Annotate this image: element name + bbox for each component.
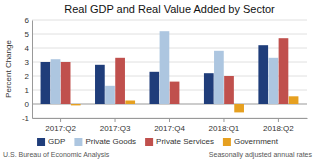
x-axis: 2017:Q2 2017:Q3 2017:Q4 2018:Q1 2018:Q2 — [33, 118, 308, 133]
y-tick-label: 3 — [25, 58, 30, 67]
bar-series — [51, 31, 279, 104]
y-axis-line — [32, 21, 33, 119]
legend-item: GDP — [37, 137, 65, 146]
x-tick-mark — [115, 118, 116, 122]
bar — [289, 96, 299, 104]
legend-swatch — [37, 138, 45, 146]
bar — [41, 62, 51, 104]
legend-item: Government — [223, 137, 279, 146]
grid — [32, 20, 307, 118]
title: Real GDP and Real Value Added by Sector — [64, 3, 275, 15]
bar — [234, 104, 244, 112]
bar — [204, 73, 214, 104]
y-tick-label: 2 — [25, 72, 30, 81]
grid-line — [32, 34, 307, 35]
legend-item: Private Goods — [74, 137, 136, 146]
bar — [279, 38, 289, 104]
legend-swatch — [223, 138, 231, 146]
y-tick: 1 — [25, 86, 32, 95]
y-tick-label: 0 — [25, 100, 30, 109]
bar — [180, 104, 190, 105]
y-tick-label: 5 — [25, 30, 30, 39]
x-tick: 2017:Q2 — [45, 118, 76, 133]
y-tick: 3 — [25, 58, 32, 67]
x-tick-label: 2018:Q2 — [263, 124, 294, 133]
bar — [71, 104, 81, 105]
x-tick-label: 2017:Q3 — [100, 124, 131, 133]
bar — [51, 59, 61, 104]
bar-series — [61, 38, 289, 104]
grid-line — [32, 20, 307, 21]
y-axis: -1 0 1 2 3 4 5 6 — [22, 16, 33, 123]
y-tick: 6 — [25, 16, 32, 25]
legend-label: Private Services — [156, 137, 214, 146]
legend-label: Private Goods — [85, 137, 136, 146]
bar — [269, 58, 279, 104]
bar — [170, 82, 180, 104]
legend-item: Private Services — [145, 137, 214, 146]
bar — [61, 62, 71, 104]
y-tick-label: 1 — [25, 86, 30, 95]
legend-swatch — [145, 138, 153, 146]
bar — [160, 31, 170, 104]
y-tick: -1 — [22, 114, 32, 123]
y-tick: 0 — [25, 100, 32, 109]
bar — [125, 101, 135, 105]
x-tick-mark — [60, 118, 61, 122]
x-tick: 2017:Q3 — [100, 118, 131, 133]
y-tick: 5 — [25, 30, 32, 39]
x-tick-label: 2018:Q1 — [209, 124, 240, 133]
x-tick: 2018:Q1 — [209, 118, 240, 133]
x-tick: 2017:Q4 — [154, 118, 185, 133]
legend-label: GDP — [48, 137, 65, 146]
y-tick: 2 — [25, 72, 32, 81]
y-tick: 4 — [25, 44, 32, 53]
bars — [41, 31, 299, 112]
bar — [258, 45, 268, 104]
x-tick-mark — [223, 118, 224, 122]
x-tick-mark — [169, 118, 170, 122]
footer-note: U.S. Bureau of Economic Analysis — [3, 151, 110, 159]
x-tick-mark — [278, 118, 279, 122]
x-tick: 2018:Q2 — [263, 118, 294, 133]
bar — [149, 72, 159, 104]
legend-swatch — [74, 138, 82, 146]
plot: 2017:Q2 2017:Q3 2017:Q4 2018:Q1 2018:Q2 -1 0 1 2… — [22, 16, 308, 133]
bar — [95, 65, 105, 104]
y-tick-label: 6 — [25, 16, 30, 25]
y-axis-title: Percent Change — [4, 40, 13, 98]
y-tick-label: -1 — [22, 114, 30, 123]
bar — [115, 58, 125, 104]
legend-label: Government — [234, 137, 279, 146]
y-tick-label: 4 — [25, 44, 30, 53]
footer-note: Seasonally adjusted annual rates — [209, 151, 313, 159]
bar — [105, 86, 115, 104]
x-tick-label: 2017:Q2 — [45, 124, 76, 133]
bar-series — [41, 45, 269, 104]
legend: GDP Private Goods Private Services Governme… — [37, 137, 279, 146]
bar — [214, 51, 224, 104]
x-tick-label: 2017:Q4 — [154, 124, 185, 133]
bar — [224, 76, 234, 104]
bar-series — [71, 96, 299, 112]
chart: 2017:Q2 2017:Q3 2017:Q4 2018:Q1 2018:Q2 -1 0 1 2… — [0, 0, 315, 160]
